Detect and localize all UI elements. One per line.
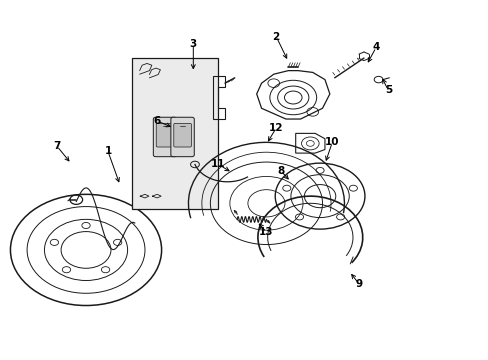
FancyBboxPatch shape (173, 123, 191, 147)
FancyBboxPatch shape (153, 117, 176, 157)
Text: 12: 12 (268, 123, 283, 133)
Text: 5: 5 (384, 85, 391, 95)
Text: 8: 8 (277, 166, 284, 176)
Text: 1: 1 (104, 146, 111, 156)
Bar (132, 58, 217, 209)
FancyBboxPatch shape (170, 117, 194, 157)
Text: 13: 13 (259, 227, 273, 237)
Text: 2: 2 (272, 32, 279, 41)
Text: 6: 6 (153, 116, 160, 126)
Text: 10: 10 (325, 138, 339, 147)
Text: 7: 7 (53, 141, 61, 151)
Text: 11: 11 (210, 159, 224, 169)
Text: 3: 3 (189, 39, 197, 49)
Text: 4: 4 (372, 42, 379, 52)
FancyBboxPatch shape (156, 123, 173, 147)
Text: 9: 9 (355, 279, 362, 289)
